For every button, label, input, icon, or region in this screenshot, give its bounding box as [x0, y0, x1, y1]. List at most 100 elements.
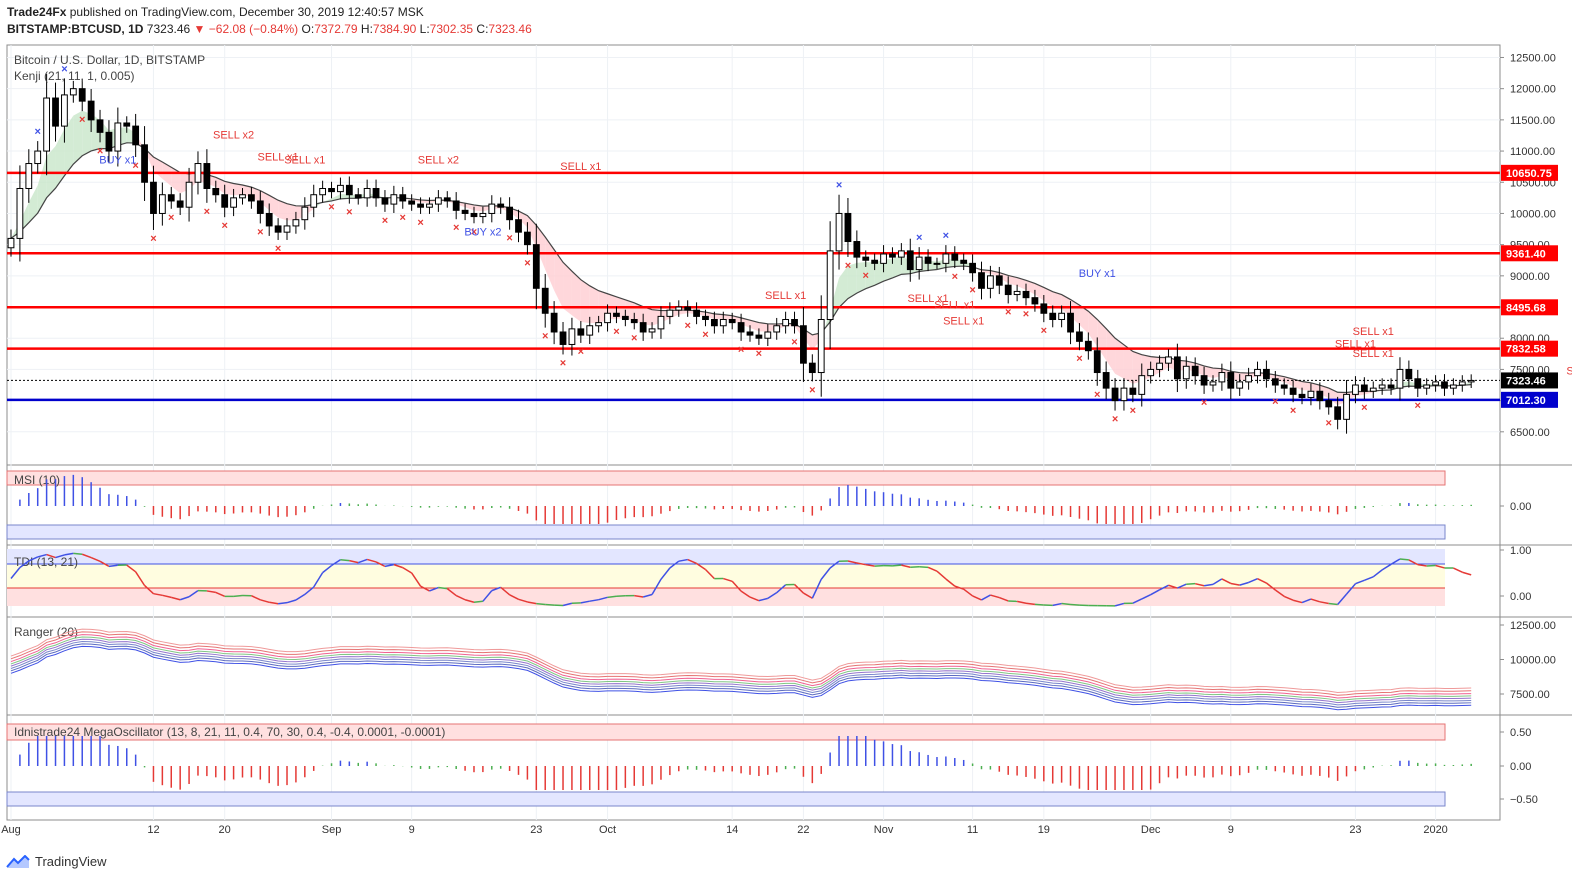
signal-annotation: SELL x1 — [943, 315, 984, 327]
signal-annotation: SELL x1 — [1566, 365, 1572, 377]
candle — [1076, 331, 1083, 342]
tdi-segment — [1453, 567, 1463, 573]
candle — [675, 306, 683, 311]
tdi-segment — [188, 590, 199, 598]
tdi-segment — [1328, 602, 1338, 606]
tdi-segment — [1390, 558, 1401, 565]
candle — [381, 197, 389, 205]
tdi-segment — [704, 568, 715, 580]
signal-annotation: SELL x1 — [1353, 348, 1394, 360]
tdi-segment — [331, 559, 341, 567]
candle — [1449, 384, 1457, 389]
ribbon-segment — [545, 236, 555, 291]
candle — [301, 206, 309, 221]
tdi-segment — [37, 553, 47, 558]
candle — [621, 315, 629, 321]
tdi-segment — [634, 594, 644, 598]
x-tick-label: 14 — [726, 824, 738, 836]
signal-annotation: SELL x1 — [258, 151, 299, 163]
x-tick-label: Nov — [874, 824, 894, 836]
candle — [506, 206, 513, 221]
sell-marker: × — [1361, 402, 1367, 414]
candle — [1387, 384, 1395, 389]
tdi-segment — [171, 596, 181, 601]
candle — [524, 231, 531, 246]
candle — [221, 194, 229, 208]
candle — [1058, 312, 1066, 321]
candle — [1022, 290, 1030, 299]
candle — [604, 312, 611, 324]
ribbon-segment — [215, 177, 225, 194]
candle — [1343, 393, 1350, 420]
ribbon-segment — [856, 262, 866, 294]
tdi-segment — [865, 563, 875, 567]
tdi-segment — [295, 593, 306, 601]
sell-marker: × — [132, 160, 138, 172]
tdi-segment — [687, 558, 697, 565]
price-level-label: 9361.40 — [1506, 248, 1546, 260]
candle — [924, 256, 932, 264]
candle — [1245, 375, 1252, 383]
candle — [87, 100, 95, 121]
tdi-segment — [286, 599, 297, 604]
candle — [1316, 390, 1324, 402]
sell-marker: × — [684, 320, 690, 332]
tdi-segment — [731, 580, 742, 592]
sell-marker: × — [204, 206, 210, 218]
candle — [1040, 303, 1048, 314]
tdi-segment — [1141, 594, 1151, 600]
tdi-line — [10, 552, 1472, 607]
tdi-segment — [1150, 589, 1160, 596]
candle — [1254, 368, 1261, 377]
tdi-segment — [1283, 595, 1294, 601]
tdi-segment — [616, 595, 626, 598]
ranger-band — [10, 634, 1472, 699]
signal-annotation: SELL x1 — [560, 161, 601, 173]
candle — [960, 259, 968, 264]
tdi-segment — [313, 572, 324, 588]
candle — [639, 322, 647, 333]
candle — [497, 203, 505, 208]
candle — [613, 312, 620, 317]
candle — [399, 194, 407, 202]
x-tick-label: 2020 — [1423, 824, 1447, 836]
sell-marker: × — [97, 145, 103, 157]
candle — [1049, 312, 1057, 321]
sell-marker: × — [1326, 418, 1332, 430]
sell-marker: × — [1041, 325, 1047, 337]
tdi-segment — [357, 558, 368, 564]
symbol-label: BITSTAMP:BTCUSD, 1D — [7, 22, 144, 36]
candle — [568, 328, 576, 345]
tdi-segment — [776, 584, 787, 594]
tdi-segment — [1025, 602, 1036, 606]
candle — [844, 212, 852, 243]
candle — [1236, 381, 1244, 389]
tdi-segment — [1435, 564, 1445, 569]
mega-bars — [19, 736, 1472, 790]
tdi-segment — [1016, 600, 1027, 604]
tdi-segment — [642, 593, 653, 598]
candle — [1227, 372, 1235, 389]
publisher-name: Trade24Fx — [7, 5, 67, 19]
candle — [434, 197, 442, 205]
high-label: H: — [360, 22, 373, 36]
tdi-segment — [527, 601, 537, 605]
ribbon-segment — [224, 181, 234, 196]
tdi-segment — [990, 594, 1000, 599]
ribbon-segment — [714, 313, 724, 320]
tdi-segment — [64, 552, 74, 556]
candle — [274, 225, 282, 233]
sell-marker: × — [1272, 396, 1278, 408]
ribbon-segment — [723, 314, 733, 321]
tdi-segment — [945, 578, 956, 587]
sell-marker: × — [845, 260, 851, 272]
signal-annotation: BUY x1 — [1079, 268, 1116, 280]
down-arrow-icon: ▼ — [193, 22, 206, 36]
buy-marker: × — [61, 63, 67, 75]
candle — [1325, 400, 1333, 408]
tdi-segment — [723, 577, 733, 582]
tdi-segment — [1292, 599, 1303, 604]
candle — [114, 122, 122, 152]
tdi-segment — [678, 558, 688, 562]
